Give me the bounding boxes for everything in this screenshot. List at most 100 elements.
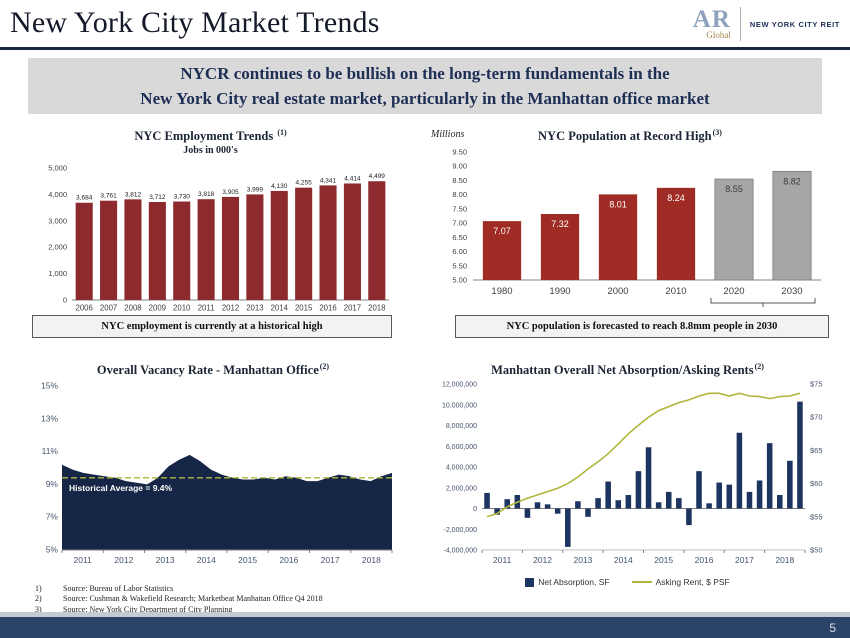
- svg-text:2011: 2011: [493, 555, 512, 565]
- ar-global-logo: AR Global: [692, 6, 731, 40]
- footnote-2: 2) Source: Cushman & Wakefield Research;…: [35, 594, 323, 604]
- footnotes: 1) Source: Bureau of Labor Statistics 2)…: [35, 584, 455, 615]
- svg-text:8.24: 8.24: [667, 193, 685, 203]
- svg-text:2018: 2018: [362, 555, 381, 565]
- svg-text:2018: 2018: [368, 304, 385, 313]
- svg-text:$70: $70: [810, 413, 823, 422]
- svg-text:5.00: 5.00: [452, 276, 467, 285]
- svg-text:0: 0: [63, 296, 67, 305]
- title-rule: [0, 47, 850, 50]
- svg-text:2006: 2006: [76, 304, 93, 313]
- svg-text:3,999: 3,999: [247, 187, 264, 194]
- svg-text:2017: 2017: [735, 555, 754, 565]
- asking-rent-swatch: [631, 581, 652, 584]
- svg-text:2007: 2007: [100, 304, 117, 313]
- footer-bar: 5: [0, 617, 850, 638]
- svg-text:5.50: 5.50: [452, 261, 467, 270]
- svg-text:2,000: 2,000: [48, 243, 67, 252]
- svg-text:13%: 13%: [41, 413, 58, 423]
- svg-text:3,000: 3,000: [48, 216, 67, 225]
- svg-text:5,000: 5,000: [48, 164, 67, 173]
- vacancy-chart-title: Overall Vacancy Rate - Manhattan Office(…: [96, 362, 330, 378]
- svg-text:2011: 2011: [198, 304, 215, 313]
- svg-text:8.00: 8.00: [452, 190, 467, 199]
- svg-text:2012: 2012: [114, 555, 133, 565]
- svg-text:5%: 5%: [46, 545, 59, 555]
- chart-legend: Net Absorption, SF Asking Rent, $ PSF: [420, 577, 835, 587]
- absorption-chart-title: Manhattan Overall Net Absorption/Asking …: [491, 362, 764, 378]
- legend-label-asking-rent: Asking Rent, $ PSF: [655, 577, 730, 588]
- employment-chart-block: NYC Employment Trends (1) Jobs in 000's …: [28, 128, 393, 319]
- svg-text:$65: $65: [810, 446, 823, 455]
- svg-text:2009: 2009: [149, 304, 166, 313]
- logo-ar-text: AR: [692, 6, 731, 34]
- population-caption-box: NYC population is forecasted to reach 8.…: [455, 315, 829, 338]
- svg-text:9.00: 9.00: [452, 162, 467, 171]
- headline-banner: NYCR continues to be bullish on the long…: [28, 58, 822, 114]
- svg-text:2010: 2010: [173, 304, 191, 313]
- svg-text:3,812: 3,812: [125, 192, 142, 199]
- logo-brand-text: NEW YORK CITY REIT: [749, 19, 840, 29]
- svg-text:15%: 15%: [41, 381, 58, 391]
- footnote-1: 1) Source: Bureau of Labor Statistics: [35, 584, 174, 593]
- svg-text:$55: $55: [810, 512, 823, 521]
- svg-text:8.55: 8.55: [725, 184, 743, 194]
- svg-text:2,000,000: 2,000,000: [446, 485, 477, 492]
- svg-text:$75: $75: [810, 380, 823, 389]
- svg-text:4,000: 4,000: [48, 190, 67, 199]
- svg-text:12,000,000: 12,000,000: [442, 382, 477, 389]
- svg-text:9%: 9%: [46, 479, 59, 489]
- svg-text:6,000,000: 6,000,000: [446, 444, 477, 451]
- company-logo: AR Global NEW YORK CITY REIT: [693, 7, 840, 41]
- absorption-combo-chart: 12,000,000 10,000,000 8,000,000 6,000,000 4,…: [442, 380, 823, 566]
- svg-text:2008: 2008: [124, 304, 141, 313]
- svg-text:4,499: 4,499: [369, 173, 386, 180]
- svg-text:11%: 11%: [42, 446, 59, 456]
- svg-text:2015: 2015: [295, 304, 313, 313]
- svg-text:2012: 2012: [533, 555, 552, 565]
- legend-label-net-absorption: Net Absorption, SF: [538, 577, 610, 588]
- svg-text:4,130: 4,130: [271, 183, 288, 190]
- footnote-3: 3) Source: New York City Department of C…: [35, 604, 233, 614]
- footer-gray-strip: [0, 612, 850, 617]
- svg-text:-2,000,000: -2,000,000: [444, 527, 478, 534]
- svg-text:4,000,000: 4,000,000: [446, 465, 477, 472]
- employment-bar-chart: 5,000 4,000 3,000 2,000 1,000 0 3,684 2006 3,761…: [48, 164, 389, 313]
- svg-text:2020: 2020: [723, 286, 744, 297]
- logo-global-text: Global: [706, 29, 731, 40]
- svg-text:2000: 2000: [607, 286, 628, 297]
- svg-text:1980: 1980: [491, 286, 512, 297]
- svg-text:10,000,000: 10,000,000: [442, 402, 477, 409]
- population-bar-chart: 9.50 9.00 8.50 8.00 7.50 7.00 6.50 6.00 5.50 5.00…: [452, 148, 821, 308]
- svg-text:3,818: 3,818: [198, 191, 215, 198]
- svg-text:8.01: 8.01: [609, 200, 627, 210]
- svg-text:6.50: 6.50: [452, 233, 467, 242]
- svg-text:3,684: 3,684: [76, 195, 93, 202]
- svg-text:$60: $60: [810, 479, 823, 488]
- svg-text:2015: 2015: [654, 555, 673, 565]
- legend-item-net-absorption: Net Absorption, SF: [525, 577, 610, 588]
- svg-text:3,712: 3,712: [149, 194, 166, 201]
- svg-text:1990: 1990: [549, 286, 570, 297]
- svg-text:2013: 2013: [573, 555, 592, 565]
- svg-text:2013: 2013: [246, 304, 263, 313]
- employment-chart-subtitle: Jobs in 000's: [183, 145, 238, 157]
- svg-text:7%: 7%: [46, 512, 59, 522]
- svg-text:2016: 2016: [279, 555, 298, 565]
- svg-text:2011: 2011: [73, 555, 92, 565]
- svg-text:2016: 2016: [695, 555, 714, 565]
- page-title: New York City Market Trends: [10, 6, 380, 39]
- svg-text:6.00: 6.00: [452, 247, 467, 256]
- vacancy-chart-block: Overall Vacancy Rate - Manhattan Office(…: [28, 362, 398, 575]
- svg-text:2017: 2017: [344, 304, 361, 313]
- vacancy-area-chart: 15% 13% 11% 9% 7% 5% Historical Average = 9.4%…: [41, 381, 393, 565]
- svg-text:2030: 2030: [781, 286, 802, 297]
- svg-text:2012: 2012: [222, 304, 239, 313]
- legend-item-asking-rent: Asking Rent, $ PSF: [631, 577, 730, 588]
- svg-text:0: 0: [473, 506, 477, 513]
- population-chart-block: Millions NYC Population at Record High(3…: [425, 128, 835, 321]
- svg-text:1,000: 1,000: [48, 269, 67, 278]
- population-chart-title: NYC Population at Record High(3): [538, 128, 722, 144]
- svg-text:4,341: 4,341: [320, 178, 337, 185]
